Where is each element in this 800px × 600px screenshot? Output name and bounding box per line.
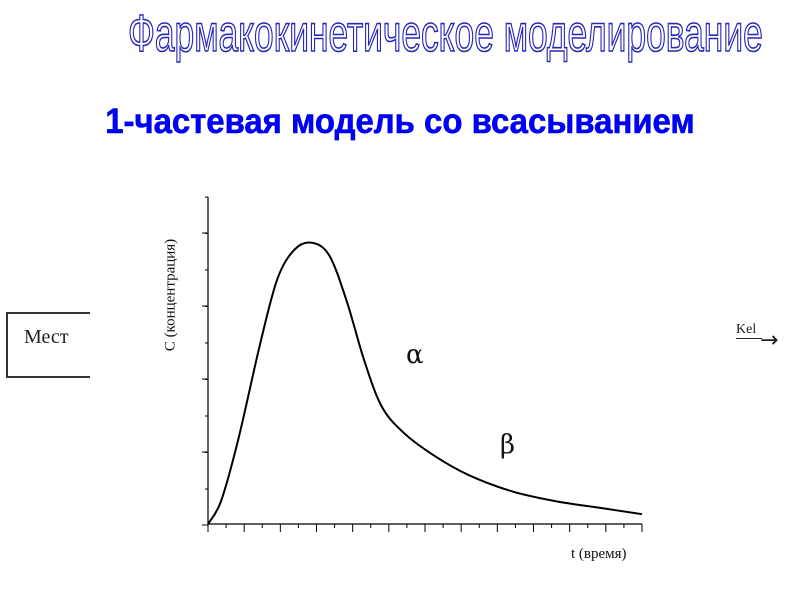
chart-background-cover (90, 290, 120, 390)
page-subtitle: 1-частевая модель со всасыванием (105, 102, 695, 142)
x-axis-label: t (время) (571, 546, 627, 562)
concentration-curve (207, 241, 643, 525)
compartment-box-partial (6, 312, 106, 378)
beta-phase-label: β (500, 430, 516, 460)
arrow-right-icon: → (760, 328, 779, 353)
chart-axes (207, 197, 642, 525)
page-title: Фармакокинетическое моделирование (127, 4, 763, 64)
rate-underline (736, 338, 762, 339)
y-axis-label: C (концентрация) (162, 238, 179, 352)
elimination-rate-label: Kel (736, 322, 757, 337)
compartment-box-label: Мест (24, 326, 69, 348)
chart-ticks (202, 196, 643, 532)
alpha-phase-label: α (406, 340, 424, 370)
